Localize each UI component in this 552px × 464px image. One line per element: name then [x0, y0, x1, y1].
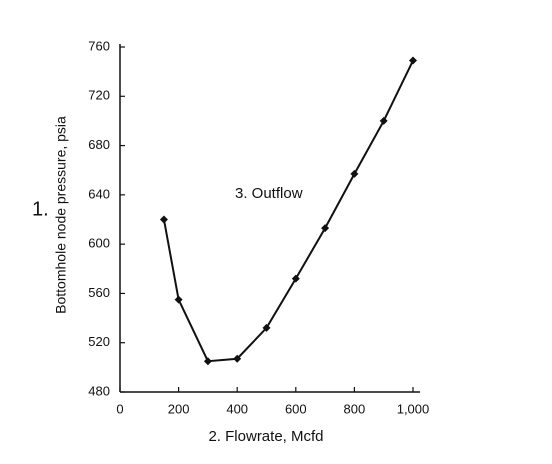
y-tick-label: 480	[88, 383, 110, 398]
x-tick-label: 200	[168, 401, 190, 416]
line	[162, 60, 414, 363]
point	[174, 295, 183, 304]
x-tick-label: 0	[116, 401, 123, 416]
y-tick-label: 600	[88, 236, 110, 251]
y-tick-label: 640	[88, 186, 110, 201]
point	[350, 169, 359, 178]
point	[321, 224, 330, 233]
y-axis-label: Bottomhole node pressure, psia	[53, 116, 69, 314]
point	[379, 116, 388, 125]
x-tick-label: 400	[226, 401, 248, 416]
point	[203, 357, 212, 366]
x-tick-label: 600	[285, 401, 307, 416]
x-axis-label: 2. Flowrate, Mcfd	[208, 428, 323, 445]
x-tick-label: 800	[344, 401, 366, 416]
y-tick-label: 720	[88, 88, 110, 103]
y-tick-label: 760	[88, 38, 110, 53]
point	[291, 274, 300, 283]
point	[233, 354, 242, 363]
y-tick-label: 680	[88, 137, 110, 152]
point	[262, 323, 271, 332]
annotation: 3. Outflow	[235, 185, 303, 202]
annotation: 1.	[32, 198, 49, 220]
y-tick-label: 520	[88, 334, 110, 349]
x-tick-label: 1,000	[397, 401, 430, 416]
y-tick-label: 560	[88, 285, 110, 300]
point	[159, 215, 168, 224]
point	[409, 56, 417, 65]
